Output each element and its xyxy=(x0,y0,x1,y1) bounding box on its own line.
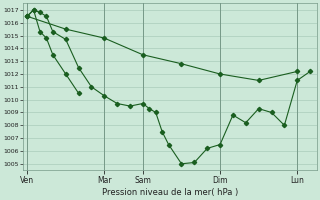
X-axis label: Pression niveau de la mer( hPa ): Pression niveau de la mer( hPa ) xyxy=(102,188,238,197)
